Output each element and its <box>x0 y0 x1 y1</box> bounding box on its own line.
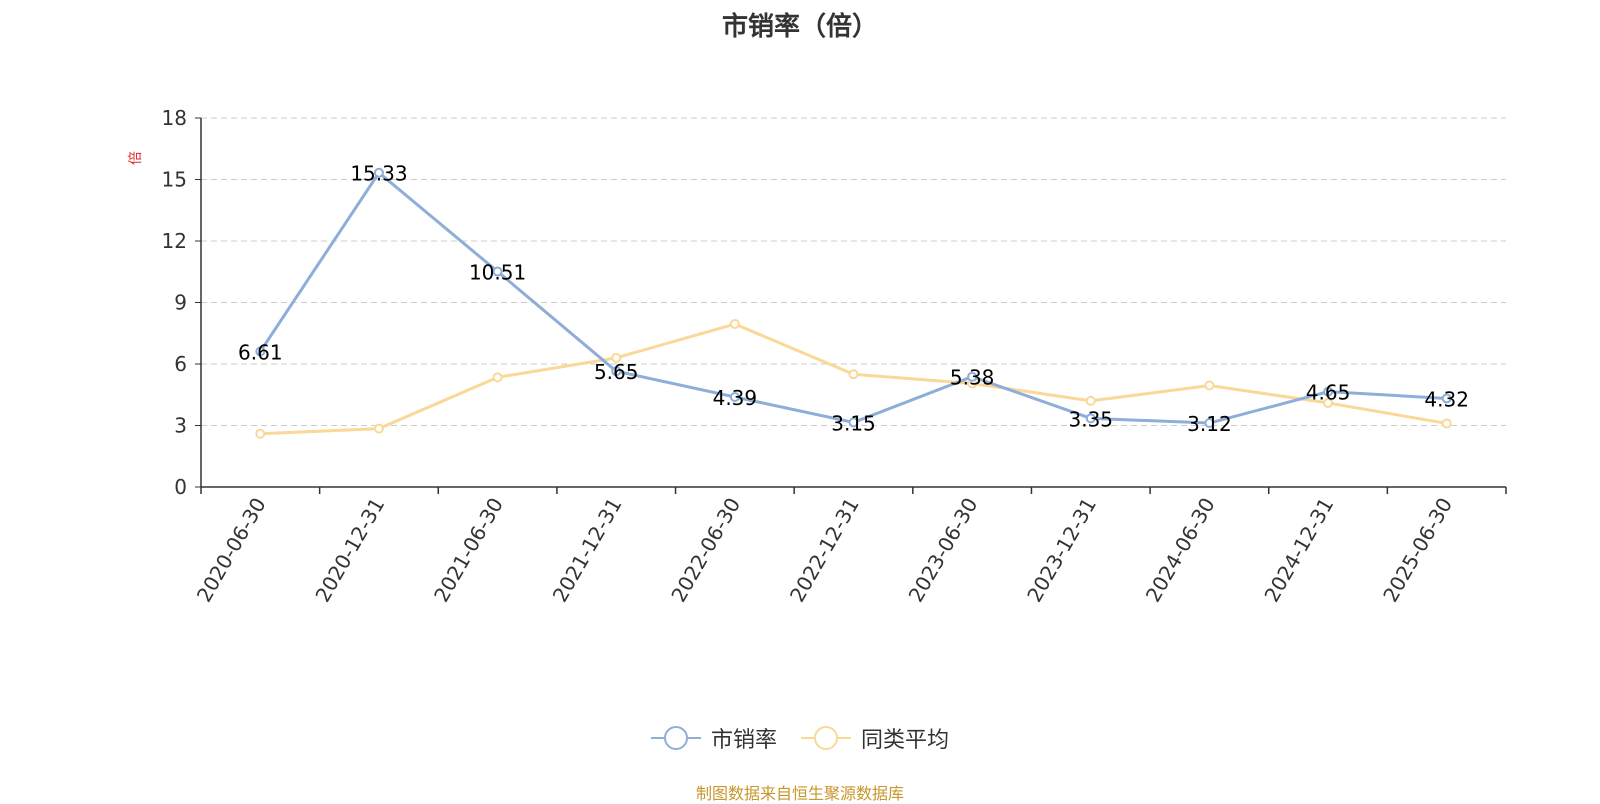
series-2-point <box>255 428 266 439</box>
series-1-point <box>967 371 978 382</box>
x-tick-label: 2022-06-30 <box>666 494 745 607</box>
y-tick-label: 15 <box>162 168 187 192</box>
series-2-point <box>1204 380 1215 391</box>
series-2-point <box>1323 397 1334 408</box>
series-1-point <box>1441 393 1452 404</box>
x-tick-label: 2021-12-31 <box>548 494 627 607</box>
y-tick-label: 0 <box>174 475 187 499</box>
legend: 市销率 同类平均 <box>0 722 1600 754</box>
x-tick-label: 2022-12-31 <box>785 494 864 607</box>
series-2-point <box>611 352 622 363</box>
y-tick-label: 18 <box>162 106 187 130</box>
data-label: 3.15 <box>831 411 876 435</box>
y-tick-label: 12 <box>162 229 187 253</box>
series-2-point <box>373 423 384 434</box>
x-tick-label: 2020-06-30 <box>192 494 271 607</box>
y-tick-label: 3 <box>174 414 187 438</box>
data-label: 15.33 <box>350 162 407 186</box>
data-label: 6.61 <box>238 340 283 364</box>
data-label: 3.35 <box>1069 407 1114 431</box>
x-tick-label: 2024-12-31 <box>1259 494 1338 607</box>
y-axis-unit-label: 倍 <box>128 151 144 165</box>
x-tick-label: 2021-06-30 <box>429 494 508 607</box>
data-label: 3.12 <box>1187 412 1232 436</box>
series-1-point <box>1085 413 1096 424</box>
x-tick-label: 2023-06-30 <box>904 494 983 607</box>
series-1-point <box>492 266 503 277</box>
data-label: 5.38 <box>950 366 995 390</box>
x-tick-label: 2024-06-30 <box>1141 494 1220 607</box>
x-tick-label: 2020-12-31 <box>310 494 389 607</box>
series-1-point <box>373 167 384 178</box>
legend-label-series-1: 市销率 <box>710 728 777 753</box>
legend-item-series-2[interactable]: 同类平均 <box>801 722 949 754</box>
legend-marker-series-2-icon <box>801 726 851 750</box>
data-label: 4.65 <box>1306 381 1351 405</box>
series-2-point <box>848 369 859 380</box>
data-label: 5.65 <box>594 360 639 384</box>
data-label: 4.32 <box>1424 387 1469 411</box>
chart-title: 市销率（倍） <box>721 12 878 42</box>
series-1-point <box>848 417 859 428</box>
data-label: 10.51 <box>469 261 526 285</box>
y-tick-label: 6 <box>174 352 187 376</box>
series-2-point <box>1441 418 1452 429</box>
series-1-line <box>259 171 1447 425</box>
source-note: 制图数据来自恒生聚源数据库 <box>695 784 904 803</box>
series-2-point <box>492 372 503 383</box>
data-label: 4.39 <box>713 386 758 410</box>
series-1-point <box>611 366 622 377</box>
line-chart: 0 3 6 9 12 15 18 倍 2020-06-30 2020-12-31 2021-06-3… <box>128 106 1507 607</box>
legend-item-series-1[interactable]: 市销率 <box>650 722 777 754</box>
legend-marker-series-1-icon <box>650 726 701 750</box>
series-1-point <box>1323 386 1334 397</box>
series-2-point <box>729 319 740 330</box>
series-1-point <box>255 346 266 357</box>
series-1-point <box>1204 418 1215 429</box>
x-tick-label: 2023-12-31 <box>1022 494 1101 607</box>
series-2-point <box>1085 395 1096 406</box>
series-1-point <box>729 392 740 403</box>
legend-label-series-2: 同类平均 <box>861 728 950 753</box>
y-tick-label: 9 <box>174 291 187 315</box>
x-tick-label: 2025-06-30 <box>1378 494 1457 607</box>
